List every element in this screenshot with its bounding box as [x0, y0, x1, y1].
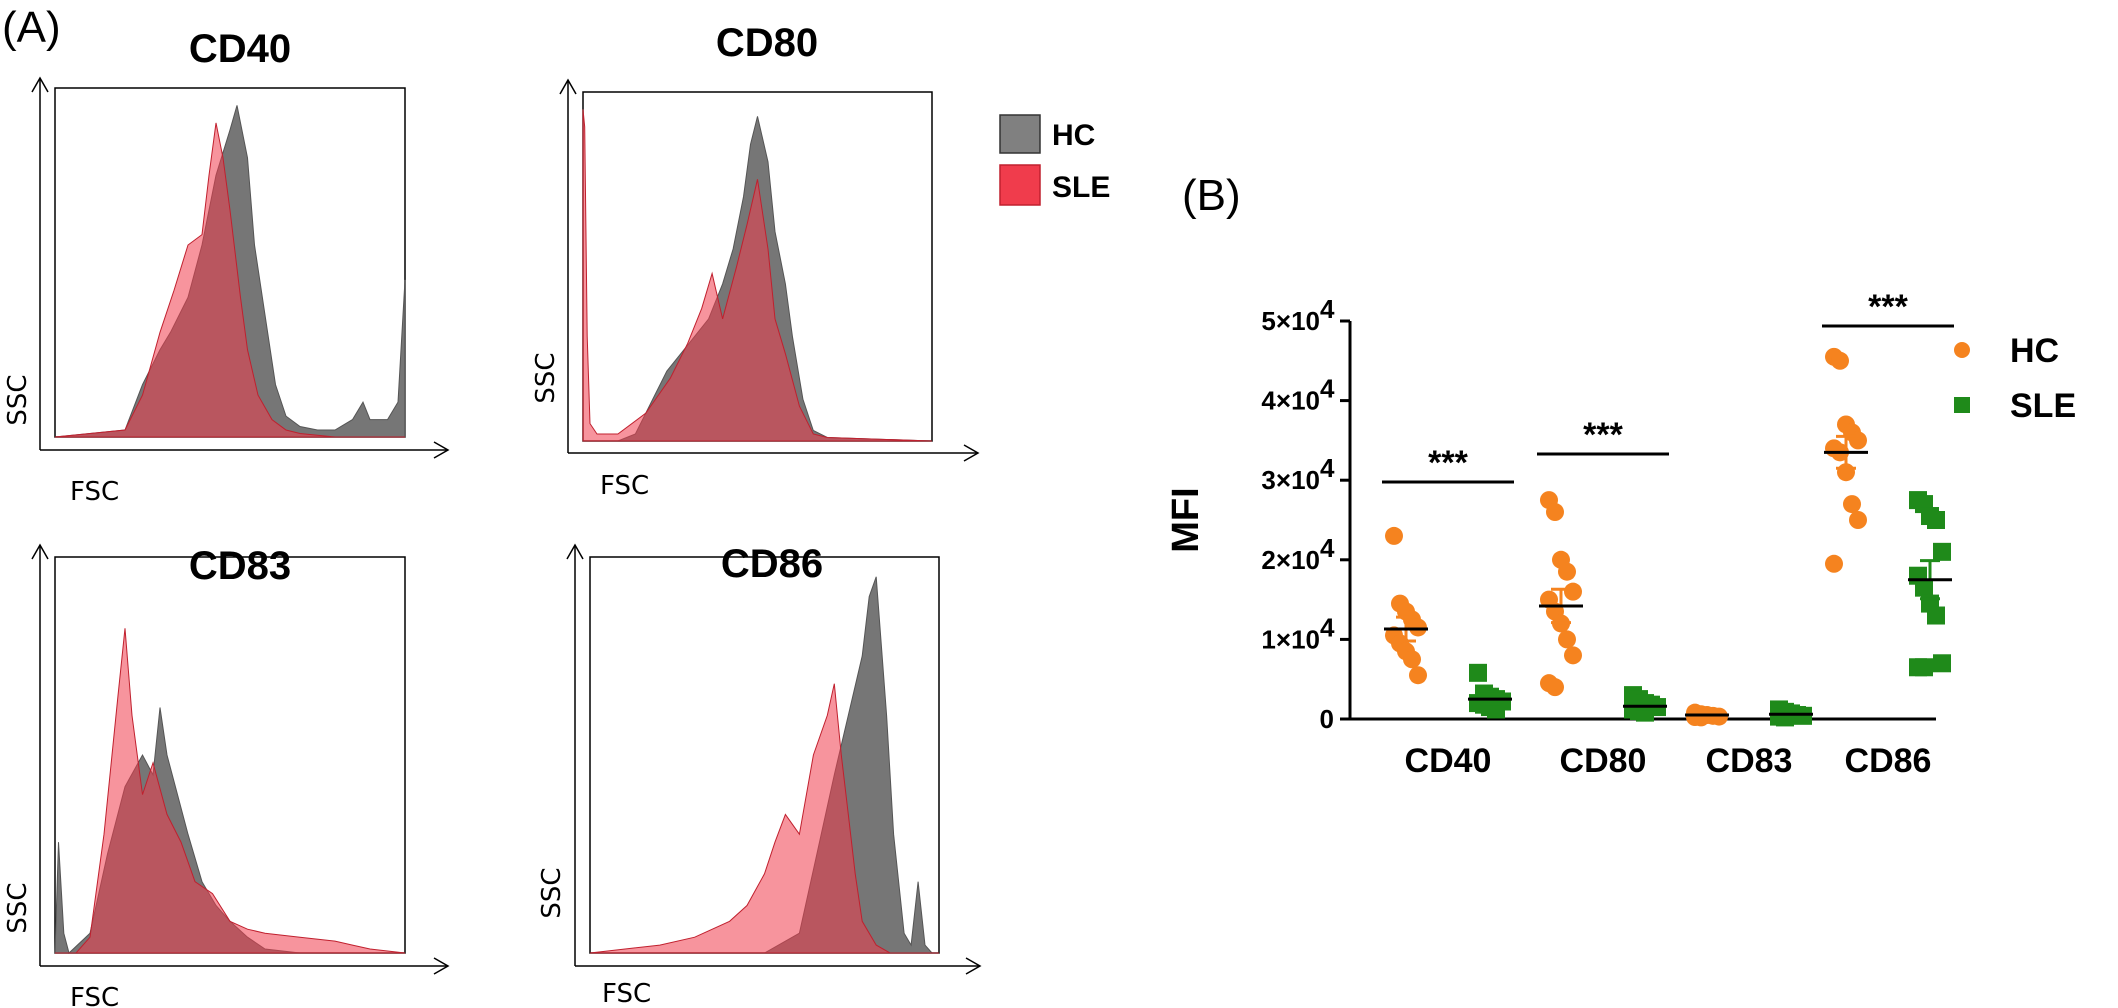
- legend-label-hc: HC: [2010, 332, 2059, 370]
- histogram-cd80: CD80 FSC SSC: [531, 21, 980, 501]
- y-tick-label: 4×10: [1261, 386, 1320, 416]
- data-point-sle: [1794, 706, 1812, 725]
- data-point-hc: [1385, 526, 1403, 545]
- data-point-hc: [1409, 666, 1427, 685]
- data-point-hc: [1843, 495, 1861, 514]
- x-category-label: CD86: [1845, 742, 1932, 780]
- significance-label: ***: [1428, 444, 1468, 482]
- x-category-label: CD83: [1706, 742, 1793, 780]
- data-point-sle: [1776, 708, 1794, 727]
- histogram-title: CD80: [716, 21, 818, 65]
- panel-label-b: (B): [1182, 171, 1241, 220]
- legend-label-sle: SLE: [2010, 387, 2076, 425]
- histogram-title: CD40: [189, 27, 291, 71]
- data-point-hc: [1558, 630, 1576, 649]
- histogram-series-sle: [582, 109, 933, 442]
- histogram-series-sle: [55, 628, 406, 954]
- legend-label-hc: HC: [1052, 119, 1095, 152]
- x-arrow-head: [433, 957, 450, 975]
- data-point-hc: [1825, 554, 1843, 573]
- data-point-hc: [1849, 431, 1867, 450]
- y-axis-label: SSC: [537, 867, 567, 918]
- histogram-series-sle: [54, 122, 405, 438]
- histogram-cd83: CD83 FSC SSC: [3, 543, 450, 1008]
- x-arrow-head: [965, 957, 982, 975]
- data-point-hc: [1403, 650, 1421, 669]
- data-point-sle: [1469, 663, 1487, 682]
- data-point-sle: [1915, 658, 1933, 677]
- y-axis-label: SSC: [3, 374, 33, 425]
- x-axis-label: FSC: [602, 979, 651, 1008]
- y-axis-label: SSC: [3, 882, 33, 933]
- data-point-sle: [1927, 606, 1945, 625]
- legend-marker-sle: [1954, 397, 1970, 413]
- y-arrow-head: [566, 543, 584, 560]
- data-point-hc: [1710, 707, 1728, 726]
- y-axis-label: SSC: [531, 352, 561, 403]
- y-tick-label: 5×10: [1261, 306, 1320, 336]
- x-arrow-head: [433, 441, 450, 459]
- y-tick-exponent: 4: [1320, 453, 1335, 483]
- x-arrow-head: [963, 444, 980, 462]
- y-tick-exponent: 4: [1320, 533, 1335, 563]
- legend-label-sle: SLE: [1052, 171, 1110, 204]
- histogram-cd86: CD86 FSC SSC: [537, 542, 982, 1008]
- data-point-hc: [1558, 562, 1576, 581]
- x-category-label: CD80: [1560, 742, 1647, 780]
- x-axis-label: FSC: [70, 983, 119, 1008]
- data-point-sle: [1933, 542, 1951, 561]
- histogram-series-sle: [589, 683, 939, 954]
- data-point-hc: [1849, 511, 1867, 529]
- data-point-hc: [1546, 678, 1564, 697]
- data-point-hc: [1564, 582, 1582, 601]
- histogram-title: CD83: [189, 544, 291, 588]
- y-tick-exponent: 4: [1320, 612, 1335, 642]
- data-point-hc: [1564, 646, 1582, 665]
- x-axis-label: FSC: [70, 477, 119, 507]
- data-point-hc: [1546, 503, 1564, 522]
- y-tick-label: 0: [1320, 704, 1334, 734]
- y-tick-exponent: 4: [1320, 294, 1335, 324]
- y-axis-title: MFI: [1165, 487, 1207, 552]
- histogram-title: CD86: [721, 542, 823, 586]
- legend-swatch-hc: [999, 114, 1041, 154]
- legend-marker-hc: [1954, 342, 1970, 358]
- data-point-hc: [1692, 708, 1710, 727]
- legend-swatch-sle: [999, 164, 1041, 206]
- y-arrow-head: [31, 76, 49, 93]
- x-axis-label: FSC: [600, 471, 649, 501]
- data-point-hc: [1831, 351, 1849, 370]
- significance-label: ***: [1868, 288, 1908, 326]
- data-point-hc: [1409, 618, 1427, 637]
- y-tick-label: 1×10: [1261, 624, 1320, 654]
- x-category-label: CD40: [1405, 742, 1492, 780]
- y-tick-exponent: 4: [1320, 374, 1335, 404]
- y-tick-label: 2×10: [1261, 545, 1320, 575]
- data-point-sle: [1927, 511, 1945, 529]
- histogram-cd40: CD40 FSC SSC: [3, 27, 450, 507]
- data-point-sle: [1933, 654, 1951, 673]
- legend-panel-a: HC SLE: [999, 114, 1110, 206]
- y-tick-label: 3×10: [1261, 465, 1320, 495]
- y-arrow-head: [559, 78, 577, 95]
- significance-label: ***: [1583, 416, 1623, 454]
- y-arrow-head: [31, 543, 49, 560]
- panel-label-a: (A): [2, 3, 61, 52]
